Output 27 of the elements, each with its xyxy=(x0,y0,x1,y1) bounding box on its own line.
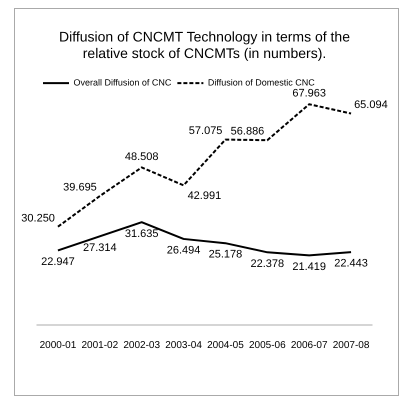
data-label: 22.443 xyxy=(334,258,368,270)
data-label: 56.886 xyxy=(230,126,264,138)
data-label: 57.075 xyxy=(188,125,222,138)
data-label: 21.419 xyxy=(292,260,326,273)
data-label: 26.494 xyxy=(166,244,200,256)
data-label: 65.094 xyxy=(354,99,388,112)
x-tick-label: 2002-03 xyxy=(123,340,160,351)
legend-label: Diffusion of Domestic CNC xyxy=(208,78,316,88)
data-label: 25.178 xyxy=(208,248,242,261)
data-label: 30.250 xyxy=(21,212,55,224)
x-tick-label: 2003-04 xyxy=(165,340,202,351)
data-label: 42.991 xyxy=(188,190,222,202)
data-label: 31.635 xyxy=(124,228,159,240)
x-tick-label: 2001-02 xyxy=(81,340,119,351)
x-tick-label: 2000-01 xyxy=(40,340,77,351)
data-label: 22.378 xyxy=(250,258,284,270)
x-tick-label: 2007-08 xyxy=(332,340,370,351)
x-tick-label: 2005-06 xyxy=(248,340,286,351)
data-label: 22.947 xyxy=(41,256,75,268)
data-label: 27.314 xyxy=(82,242,117,254)
data-label: 67.963 xyxy=(292,88,326,100)
chart-title: Diffusion of CNCMT Technology in terms of the relative stock of CNCMTs (in numbers). xyxy=(58,28,350,62)
data-label: 39.695 xyxy=(63,182,97,194)
legend-label: Overall Diffusion of CNC xyxy=(74,78,172,88)
x-tick-label: 2006-07 xyxy=(290,340,328,351)
x-tick-label: 2004-05 xyxy=(207,340,244,351)
data-label: 48.508 xyxy=(124,150,159,163)
